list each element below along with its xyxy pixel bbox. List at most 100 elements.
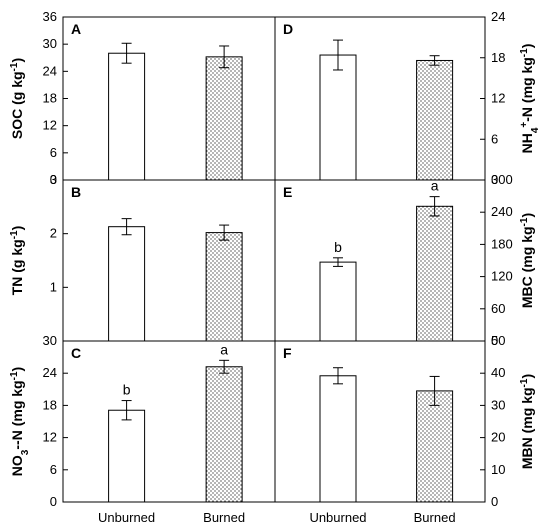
y-tick-label: 6 <box>50 145 57 160</box>
panel-a: 0 6 12 18 24 30 36 SOC (g kg-1) A <box>9 9 276 187</box>
y-tick-label: 18 <box>43 397 57 412</box>
panel-e: 0 60 120 180 240 300 MBC (mg kg-1) Eb a <box>274 172 536 348</box>
y-axis-label-part: ) <box>9 58 25 63</box>
y-axis-label-part: -N (mg kg <box>519 57 535 122</box>
y-axis-label-part: MBN (mg kg <box>519 387 535 469</box>
y-tick-label: 24 <box>491 9 505 24</box>
y-axis-label-part: 4 <box>530 127 541 133</box>
y-tick-label: 30 <box>43 333 57 348</box>
y-axis-label-part: ) <box>519 374 535 379</box>
bar-burned <box>416 205 454 342</box>
x-category-label: Unburned <box>309 510 366 525</box>
y-tick-label: 10 <box>491 462 505 477</box>
panel-letter: D <box>283 21 293 37</box>
y-tick-label: 120 <box>491 269 513 284</box>
y-axis-label-part: ) <box>9 367 25 372</box>
bar-unburned <box>319 54 357 181</box>
y-tick-label: 240 <box>491 204 513 219</box>
y-tick-label: 24 <box>43 365 57 380</box>
y-axis-label-part: -1 <box>519 378 530 387</box>
y-axis-label: SOC (g kg-1) <box>9 58 26 139</box>
significance-letter: a <box>431 178 439 194</box>
y-axis-label-part: -1 <box>9 371 20 380</box>
y-tick-label: 60 <box>491 301 505 316</box>
y-axis-label: NO3--N (mg kg-1) <box>9 367 31 476</box>
y-axis-label-part: NO <box>9 455 25 476</box>
panel-letter: E <box>283 184 292 200</box>
y-tick-label: 0 <box>491 172 498 187</box>
panel-c: 0 6 12 18 24 30 NO3--N (mg kg-1) Cb a Unburned Bur… <box>9 333 276 525</box>
y-tick-label: 0 <box>491 333 498 348</box>
y-tick-label: 180 <box>491 236 513 251</box>
y-axis-label: NH4+-N (mg kg-1) <box>519 44 541 154</box>
y-axis-label-part: SOC (g kg <box>9 71 25 139</box>
y-tick-label: 12 <box>491 91 505 106</box>
panel-frame <box>62 340 276 503</box>
y-tick-label: 30 <box>43 36 57 51</box>
panel-letter: A <box>71 21 81 37</box>
y-axis-label-part: -1 <box>519 48 530 57</box>
y-tick-label: 0 <box>50 172 57 187</box>
y-tick-label: 6 <box>50 462 57 477</box>
panel-d: 0 6 12 18 24 NH4+-N (mg kg-1) D <box>274 9 541 187</box>
y-axis-label-part: -1 <box>9 62 20 71</box>
y-tick-label: 12 <box>43 118 57 133</box>
bar-unburned <box>108 226 146 342</box>
y-axis-label: MBC (mg kg-1) <box>519 213 536 308</box>
y-axis-label-part: -1 <box>9 230 20 239</box>
y-tick-label: 36 <box>43 9 57 24</box>
bar-burned <box>416 59 454 181</box>
bar-burned <box>205 56 243 181</box>
y-tick-label: 2 <box>50 226 57 241</box>
y-axis-label: TN (g kg-1) <box>9 226 26 296</box>
y-tick-label: 6 <box>491 131 498 146</box>
significance-letter: a <box>220 341 228 357</box>
bar-burned <box>205 232 243 342</box>
bar-unburned <box>108 52 146 181</box>
y-axis-label-part: ) <box>519 44 535 49</box>
panel-frame <box>274 16 486 181</box>
y-axis-label-part: -N (mg kg <box>9 380 25 445</box>
y-axis-label-part: -1 <box>519 217 530 226</box>
y-tick-label: 20 <box>491 430 505 445</box>
panel-f: 0 10 20 30 40 50 MBN (mg kg-1) F Unburned Burned <box>274 333 536 525</box>
y-axis-label-part: 3 <box>20 449 31 455</box>
x-category-label: Burned <box>203 510 245 525</box>
y-axis-label: MBN (mg kg-1) <box>519 374 536 469</box>
panel-frame <box>62 179 276 342</box>
panel-letter: B <box>71 184 81 200</box>
bar-unburned <box>108 409 146 503</box>
y-tick-label: 30 <box>491 397 505 412</box>
bar-unburned <box>319 261 357 342</box>
y-axis-label-part: MBC (mg kg <box>519 226 535 308</box>
y-axis-label-part: TN (g kg <box>9 239 25 295</box>
panel-b: 1 2 3 TN (g kg-1) B <box>9 172 276 342</box>
panel-frame <box>274 179 486 342</box>
x-category-label: Burned <box>414 510 456 525</box>
y-tick-label: 18 <box>491 50 505 65</box>
y-axis-label-part: NH <box>519 133 535 153</box>
y-tick-label: 3 <box>50 172 57 187</box>
panel-frame <box>62 16 276 181</box>
y-tick-label: 12 <box>43 430 57 445</box>
y-tick-label: 300 <box>491 172 513 187</box>
bar-unburned <box>319 375 357 503</box>
y-tick-label: 40 <box>491 365 505 380</box>
y-tick-label: 0 <box>50 494 57 509</box>
y-tick-label: 0 <box>491 494 498 509</box>
panel-letter: F <box>283 345 292 361</box>
y-axis-label-part: - <box>9 445 25 450</box>
y-axis-label-part: ) <box>519 213 535 218</box>
significance-letter: b <box>334 239 342 255</box>
panel-frame <box>274 340 486 503</box>
y-axis-label-part: ) <box>9 226 25 231</box>
panel-letter: C <box>71 345 81 361</box>
bar-burned <box>416 390 454 503</box>
y-tick-label: 1 <box>50 279 57 294</box>
significance-letter: b <box>123 382 131 398</box>
bar-burned <box>205 366 243 503</box>
y-axis-label-part: + <box>519 122 530 128</box>
y-tick-label: 24 <box>43 63 57 78</box>
